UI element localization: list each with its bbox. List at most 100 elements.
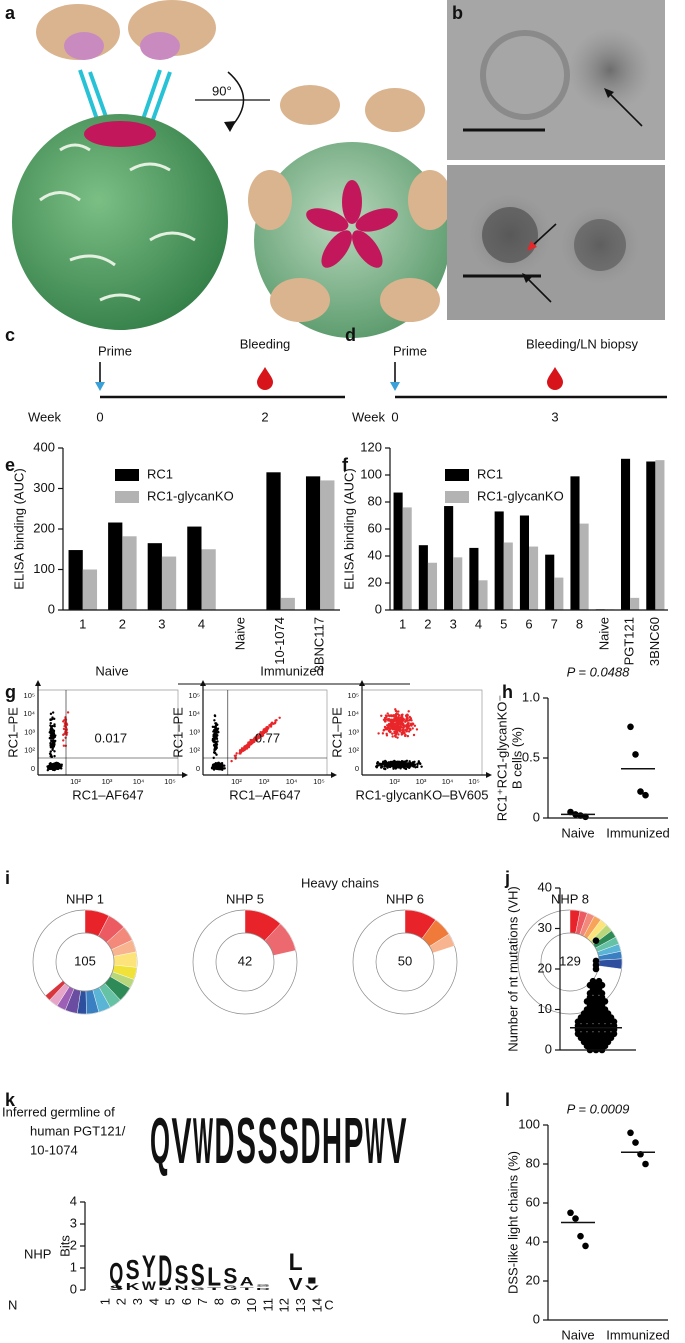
micrographs (447, 0, 665, 320)
bar (444, 506, 454, 610)
y-tick-label: 120 (360, 439, 382, 454)
panel-label: i (5, 868, 10, 888)
panel-label: h (502, 682, 513, 702)
y-axis-label: B cells (%) (509, 727, 524, 789)
cell-dot (214, 742, 218, 746)
cell-dot (404, 729, 407, 732)
cell-dot (406, 727, 409, 730)
cell-dot (402, 726, 405, 729)
y-axis-label: RC1–PE (170, 707, 185, 758)
logo-letter: S (279, 1105, 299, 1177)
logo-letter: S (256, 1284, 270, 1287)
logo-letter: S (126, 1253, 140, 1285)
cell-dot (66, 711, 70, 714)
cell-dot (375, 764, 379, 768)
cell-dot (51, 737, 55, 740)
y-tick-label: 400 (33, 439, 55, 454)
week-value: 0 (391, 409, 398, 424)
donut-name: NHP 6 (386, 891, 424, 906)
cell-dot (62, 739, 65, 742)
y-axis-label: RC1–PE (5, 707, 20, 758)
cell-dot (376, 761, 379, 765)
cell-dot (53, 725, 56, 728)
x-tick-label: 3 (158, 616, 165, 631)
bar (519, 515, 529, 610)
cell-dot (391, 735, 394, 738)
prime-arrowhead (390, 382, 400, 391)
event-label: Prime (98, 343, 132, 358)
y-tick-label: 10⁴ (188, 709, 200, 718)
cell-dot (391, 732, 394, 735)
y-tick-label: 10² (189, 746, 200, 755)
y-tick-label: 10³ (348, 727, 359, 736)
cell-dot (264, 730, 267, 734)
point (572, 1215, 579, 1222)
legend-swatch (445, 469, 469, 481)
y-tick-label: 200 (33, 520, 55, 535)
panel-label: j (504, 868, 510, 888)
x-tick-label: 10⁵ (164, 777, 175, 786)
cell-dot (63, 725, 66, 728)
bar (402, 507, 412, 610)
cell-dot (233, 754, 237, 757)
week-value: 2 (261, 409, 268, 424)
cell-dot (396, 736, 399, 739)
panel-label: g (5, 682, 16, 702)
y-tick-label: 0 (533, 809, 540, 824)
cell-dot (275, 718, 278, 722)
cell-dot (409, 717, 413, 720)
bar (570, 476, 580, 610)
bar (620, 458, 631, 610)
cell-dot (54, 739, 57, 743)
cell-dot (391, 714, 394, 717)
cell-dot (64, 736, 67, 739)
cell-dot (404, 767, 408, 771)
cell-dot (398, 726, 401, 730)
cell-dot (247, 745, 250, 748)
bar (393, 492, 403, 610)
legend-swatch (115, 491, 139, 503)
logo-letter: V (172, 1105, 192, 1177)
point (632, 751, 639, 758)
cell-dot (386, 712, 389, 715)
logo-letter: N (158, 1287, 172, 1292)
logo-letter: T (207, 1287, 221, 1292)
cell-dot (216, 762, 219, 765)
bar (418, 545, 428, 610)
legend-label: RC1-glycanKO (147, 488, 234, 503)
point (582, 1242, 589, 1250)
cell-dot (393, 731, 396, 735)
panel-label: f (342, 455, 349, 475)
cell-dot (278, 716, 281, 720)
cell-dot (52, 734, 55, 737)
cell-dot (230, 759, 233, 763)
cell-dot (245, 744, 248, 747)
week-value: 0 (96, 409, 103, 424)
cell-dot (387, 714, 391, 717)
y-axis-label: ELISA binding (AUC) (341, 468, 356, 589)
cell-dot (382, 767, 386, 770)
cell-dot (387, 726, 390, 730)
cell-dot (212, 751, 216, 754)
cell-dot (394, 713, 398, 716)
cell-dot (56, 762, 59, 765)
rotation-label: 90° (212, 83, 232, 98)
bar (201, 549, 216, 610)
cell-dot (390, 762, 393, 766)
cell-dot (381, 732, 385, 735)
point (567, 1209, 574, 1217)
prime-arrowhead (95, 382, 105, 391)
event-label: Bleeding/LN biopsy (526, 336, 639, 351)
logo-name: NHP (24, 1246, 51, 1261)
y-tick-label: 4 (70, 1193, 77, 1208)
x-tick-label: 4 (198, 616, 205, 631)
cell-dot (62, 727, 66, 731)
cell-dot (396, 731, 399, 734)
cell-dot (393, 717, 396, 720)
logo-letter: Q (109, 1256, 123, 1290)
x-tick-label: 10-1074 (272, 617, 287, 665)
cell-dot (62, 733, 65, 737)
cell-dot (382, 729, 385, 732)
cell-dot (411, 761, 414, 764)
sequence-end: C (324, 1297, 333, 1312)
